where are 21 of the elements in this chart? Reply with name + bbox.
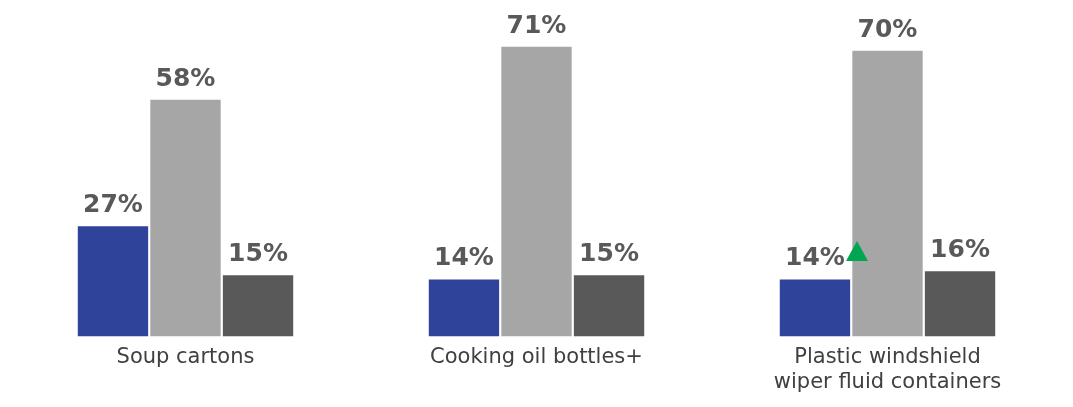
data-label: 14% xyxy=(434,242,494,272)
bar xyxy=(150,99,221,337)
data-label: 16% xyxy=(930,234,990,264)
bar xyxy=(77,226,149,337)
x-tick-label: Soup cartons xyxy=(116,343,255,368)
data-label: 71% xyxy=(506,9,567,39)
data-label: 70% xyxy=(857,13,918,43)
data-label: 14% xyxy=(785,242,845,272)
x-tick-label: Plastic windshield wiper fluid containers xyxy=(773,343,1002,393)
x-tick-label: Cooking oil bottles+ xyxy=(430,343,643,368)
bar xyxy=(852,50,923,337)
bar xyxy=(428,279,500,337)
bar xyxy=(924,271,996,337)
data-label: 27% xyxy=(83,189,143,219)
bar xyxy=(222,275,294,337)
data-label: 58% xyxy=(155,62,216,92)
bar xyxy=(501,46,572,337)
bar xyxy=(779,279,851,337)
data-label: 15% xyxy=(228,238,288,268)
bar xyxy=(573,275,645,337)
data-label: 15% xyxy=(579,238,639,268)
